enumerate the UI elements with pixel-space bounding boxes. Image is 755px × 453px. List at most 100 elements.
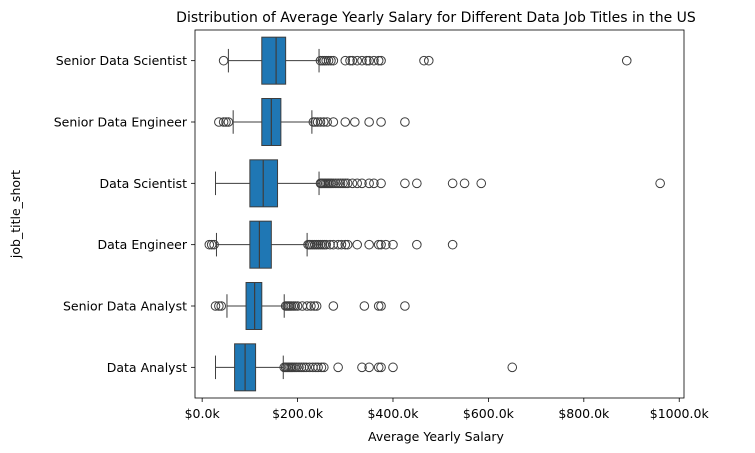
outlier-point xyxy=(301,362,311,373)
x-axis-label: Average Yearly Salary xyxy=(368,429,504,444)
y-tick-label: Senior Data Engineer xyxy=(54,115,188,130)
x-tick-label: $1000.0k xyxy=(650,406,710,421)
outlier-point xyxy=(359,301,370,311)
outlier-point xyxy=(350,117,360,127)
outlier-point xyxy=(400,301,410,311)
outlier-point xyxy=(376,362,386,373)
x-tick-label: $200.0k xyxy=(272,406,324,421)
outlier-point xyxy=(223,117,234,127)
outlier-point xyxy=(214,301,224,311)
outlier-point xyxy=(376,55,386,66)
outlier-point xyxy=(412,178,422,189)
outlier-point xyxy=(419,55,429,66)
outlier-point xyxy=(357,362,367,373)
x-tick-label: $600.0k xyxy=(463,406,515,421)
outlier-point xyxy=(321,239,331,250)
outlier-point xyxy=(655,178,665,189)
outlier-point xyxy=(322,117,332,127)
y-tick-label: Senior Data Scientist xyxy=(56,53,187,68)
outlier-point xyxy=(309,301,320,311)
plot-area: $0.0k $200.0k $400.0k $600.0k $800.0k $1000.0… xyxy=(54,36,710,421)
outlier-point xyxy=(376,178,386,189)
outlier-point xyxy=(369,178,379,189)
outlier-point xyxy=(294,362,304,373)
outlier-point xyxy=(328,301,339,311)
outlier-point xyxy=(336,239,347,250)
outlier-point xyxy=(291,362,302,373)
outlier-point xyxy=(388,239,398,250)
outlier-point xyxy=(347,55,358,66)
outlier-point xyxy=(323,55,334,66)
outlier-point xyxy=(340,55,351,66)
outlier-point xyxy=(313,362,323,373)
outlier-point xyxy=(206,239,217,250)
outlier-point xyxy=(373,239,384,250)
outlier-point xyxy=(342,178,353,189)
outlier-point xyxy=(459,178,470,189)
outlier-point xyxy=(373,55,384,66)
outlier-point xyxy=(352,239,363,250)
outlier-point xyxy=(364,362,374,373)
outlier-point xyxy=(319,362,329,373)
outlier-point xyxy=(376,301,386,311)
outlier-point xyxy=(347,178,358,189)
outlier-point xyxy=(340,178,351,189)
outlier-point xyxy=(311,301,322,311)
y-tick-label: Data Analyst xyxy=(107,360,187,375)
outlier-point xyxy=(476,178,487,189)
outlier-point xyxy=(340,117,351,127)
outlier-point xyxy=(326,55,336,66)
outlier-point xyxy=(214,117,224,127)
x-tick-label: $400.0k xyxy=(367,406,419,421)
outlier-point xyxy=(333,362,343,373)
outlier-point xyxy=(400,117,410,127)
outlier-point xyxy=(204,239,215,250)
outlier-point xyxy=(221,117,231,127)
outlier-point xyxy=(364,178,374,189)
outlier-point xyxy=(292,301,303,311)
y-tick-label: Data Engineer xyxy=(98,237,188,252)
outlier-point xyxy=(338,178,348,189)
box xyxy=(249,220,272,269)
outlier-point xyxy=(319,117,329,127)
outlier-point xyxy=(218,55,229,66)
outlier-point xyxy=(361,55,372,66)
outlier-point xyxy=(342,239,353,250)
outlier-point xyxy=(381,239,391,250)
outlier-point xyxy=(333,239,343,250)
y-axis-label: job_title_short xyxy=(8,170,23,259)
y-tick-label: Data Scientist xyxy=(100,176,188,191)
y-tick-label: Senior Data Analyst xyxy=(63,299,187,314)
outlier-point xyxy=(357,178,367,189)
plot-frame xyxy=(194,29,685,399)
outlier-point xyxy=(621,55,632,66)
outlier-point xyxy=(447,178,458,189)
outlier-point xyxy=(216,301,227,311)
outlier-point xyxy=(340,239,351,250)
outlier-point xyxy=(333,178,343,189)
chart-title: Distribution of Average Yearly Salary fo… xyxy=(176,10,696,26)
outlier-point xyxy=(316,362,327,373)
x-tick-label: $0.0k xyxy=(185,406,221,421)
outlier-point xyxy=(373,362,384,373)
x-tick-label: $800.0k xyxy=(558,406,610,421)
outlier-point xyxy=(328,117,339,127)
outlier-point xyxy=(352,55,363,66)
outlier-point xyxy=(302,301,312,311)
outlier-point xyxy=(345,55,355,66)
outlier-point xyxy=(400,178,410,189)
outlier-point xyxy=(312,117,323,127)
outlier-point xyxy=(321,55,331,66)
outlier-point xyxy=(364,55,374,66)
box xyxy=(245,282,263,330)
outlier-point xyxy=(376,239,386,250)
outlier-point xyxy=(210,301,221,311)
outlier-point xyxy=(306,301,316,311)
outlier-point xyxy=(369,55,379,66)
outlier-point xyxy=(328,178,339,189)
outlier-point xyxy=(423,55,434,66)
outlier-point xyxy=(209,239,219,250)
outlier-point xyxy=(335,178,346,189)
outlier-point xyxy=(388,362,398,373)
